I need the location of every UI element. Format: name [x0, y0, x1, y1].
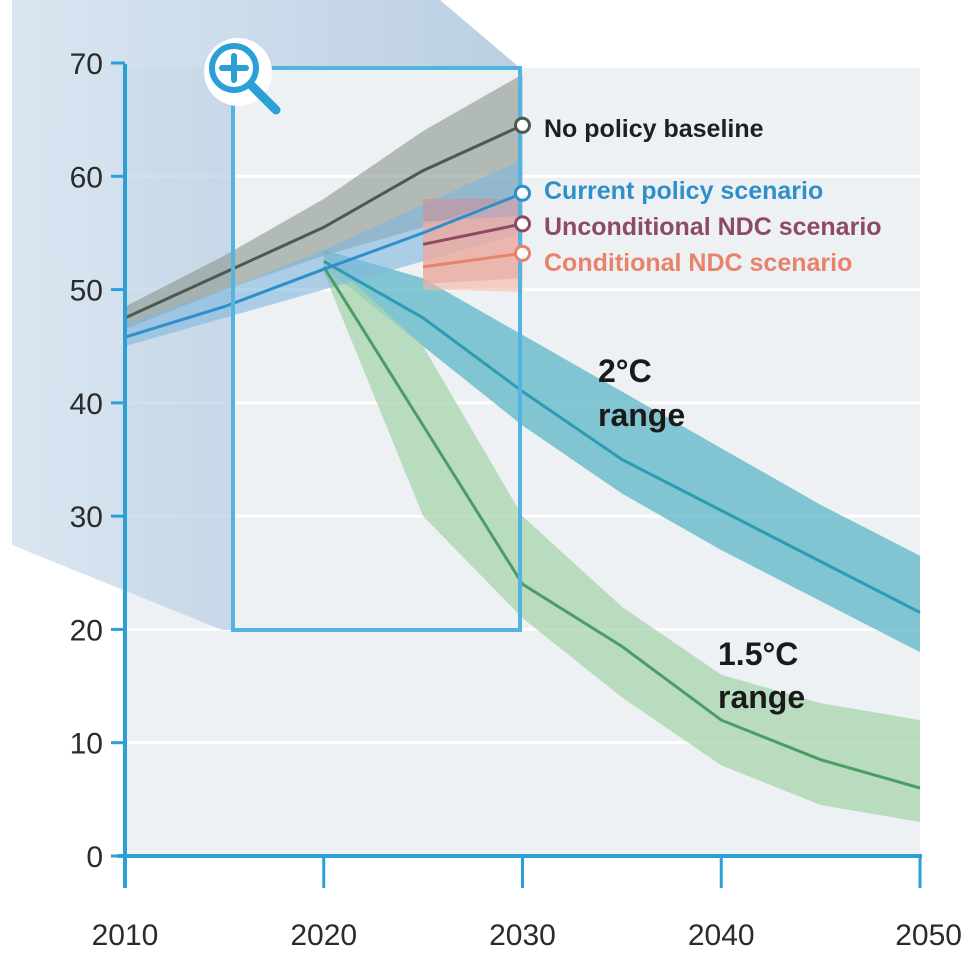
- legend-label: No policy baseline: [544, 115, 764, 143]
- y-tick-label: 10: [70, 728, 103, 761]
- legend-label: Unconditional NDC scenario: [544, 213, 882, 241]
- range-band-1: [323, 255, 920, 823]
- y-tick-label: 30: [70, 501, 103, 534]
- x-axis-ticks: 2010 2020 2030 2040 2050: [92, 856, 962, 952]
- y-axis-ticks: 0 10 20 30 40 50 60 70: [70, 48, 125, 874]
- x-tick-label: 2040: [688, 919, 755, 952]
- x-tick-label: 2030: [489, 919, 556, 952]
- y-tick-label: 60: [70, 161, 103, 194]
- range-bands: [125, 74, 920, 823]
- legend-label: Current policy scenario: [544, 177, 823, 205]
- zoom-box[interactable]: [231, 66, 522, 632]
- series-line-2: [422, 222, 523, 246]
- range-band-0: [323, 249, 920, 653]
- y-tick-label: 20: [70, 614, 103, 647]
- zoom-in-icon[interactable]: [204, 38, 281, 115]
- range-line-0: [323, 259, 921, 614]
- series-end-marker: [514, 244, 531, 262]
- series-line-1: [124, 191, 524, 339]
- series-line-0: [124, 123, 524, 320]
- series-end-marker: [514, 215, 531, 233]
- series-band-3: [423, 215, 523, 292]
- zoom-projection-shadow: [12, 0, 520, 630]
- range-line-1: [322, 266, 921, 790]
- y-tick-label: 70: [70, 48, 103, 81]
- legend: No policy baseline Current policy scenari…: [514, 115, 882, 277]
- series-line-3: [422, 251, 523, 269]
- annotation-2c-line1: 2°C: [598, 353, 652, 389]
- x-tick-label: 2050: [895, 919, 962, 952]
- x-tick-label: 2020: [290, 919, 357, 952]
- annotation-15c-line2: range: [718, 679, 805, 715]
- series-end-marker: [514, 116, 531, 134]
- y-tick-label: 50: [70, 275, 103, 308]
- series-lines: [124, 123, 921, 790]
- series-band-0: [125, 74, 523, 330]
- legend-label: Conditional NDC scenario: [544, 249, 852, 277]
- y-tick-label: 0: [86, 841, 103, 874]
- x-tick-label: 2010: [92, 919, 159, 952]
- annotation-2c-line2: range: [598, 397, 685, 433]
- y-tick-label: 40: [70, 388, 103, 421]
- annotation-15c-line1: 1.5°C: [718, 636, 798, 672]
- series-end-marker: [514, 184, 531, 202]
